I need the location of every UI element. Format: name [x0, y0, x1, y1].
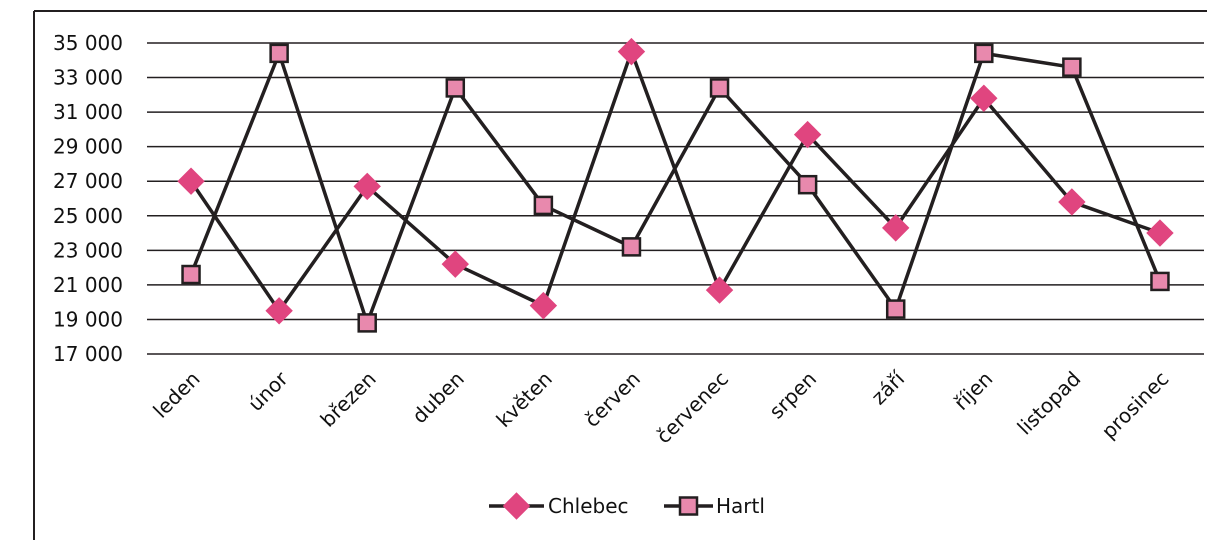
- x-tick-label: září: [866, 366, 910, 410]
- x-tick-label: leden: [148, 367, 204, 423]
- y-tick-label: 19 000: [53, 307, 123, 331]
- data-point-hartl: [885, 299, 906, 319]
- y-tick-label: 33 000: [53, 66, 123, 90]
- data-point-hartl: [445, 78, 466, 98]
- data-point-chlebec: [265, 297, 293, 325]
- data-point-chlebec: [1146, 219, 1174, 247]
- x-axis-ticks: leden únor březen duben květen červen červenec…: [148, 366, 1173, 449]
- legend: Chlebec Hartl: [489, 492, 765, 520]
- x-tick-label: říjen: [949, 367, 997, 415]
- legend-label: Chlebec: [548, 494, 629, 518]
- data-point-chlebec: [882, 214, 910, 242]
- y-tick-label: 25 000: [53, 204, 123, 228]
- y-tick-label: 17 000: [53, 342, 123, 366]
- legend-marker: [678, 496, 699, 516]
- series-group: [177, 37, 1174, 333]
- data-point-chlebec: [441, 250, 469, 278]
- data-point-hartl: [709, 78, 730, 98]
- data-point-chlebec: [353, 172, 381, 201]
- data-point-hartl: [797, 174, 818, 195]
- data-point-hartl: [1062, 57, 1082, 77]
- x-tick-label: duben: [407, 367, 469, 429]
- y-tick-label: 31 000: [53, 100, 123, 124]
- x-tick-label: květen: [491, 367, 556, 432]
- data-point-hartl: [621, 237, 642, 257]
- x-tick-label: listopad: [1012, 367, 1085, 440]
- y-tick-label: 29 000: [53, 135, 123, 159]
- x-tick-label: červenec: [651, 367, 733, 449]
- x-tick-label: únor: [243, 366, 293, 416]
- x-tick-label: srpen: [764, 367, 821, 424]
- data-point-hartl: [357, 313, 377, 333]
- legend-marker: [502, 492, 531, 520]
- x-tick-label: březen: [316, 367, 381, 432]
- x-tick-label: červen: [580, 367, 645, 432]
- y-tick-label: 27 000: [53, 169, 123, 193]
- data-point-hartl: [269, 43, 289, 64]
- data-point-chlebec: [793, 120, 822, 149]
- data-point-hartl: [1150, 271, 1170, 292]
- data-point-chlebec: [529, 291, 558, 320]
- legend-item-hartl: Hartl: [664, 494, 765, 518]
- gridlines: [147, 42, 1204, 355]
- data-point-chlebec: [1058, 188, 1086, 216]
- data-point-chlebec: [617, 37, 646, 66]
- data-point-hartl: [974, 43, 994, 64]
- legend-item-chlebec: Chlebec: [489, 492, 629, 520]
- chart-frame-border: [33, 10, 1207, 540]
- y-axis-ticks: 35 000 33 000 31 000 29 000 27 000 25 000 23 0…: [53, 31, 123, 366]
- data-point-chlebec: [970, 84, 998, 112]
- data-point-hartl: [533, 195, 554, 216]
- y-tick-label: 35 000: [53, 31, 123, 55]
- data-point-hartl: [181, 264, 201, 285]
- legend-label: Hartl: [716, 494, 765, 518]
- series-line-hartl: [189, 51, 1162, 325]
- x-tick-label: prosinec: [1097, 367, 1174, 444]
- data-point-chlebec: [177, 167, 205, 195]
- y-tick-label: 23 000: [53, 238, 123, 262]
- y-tick-label: 21 000: [53, 273, 123, 297]
- data-point-chlebec: [705, 276, 734, 304]
